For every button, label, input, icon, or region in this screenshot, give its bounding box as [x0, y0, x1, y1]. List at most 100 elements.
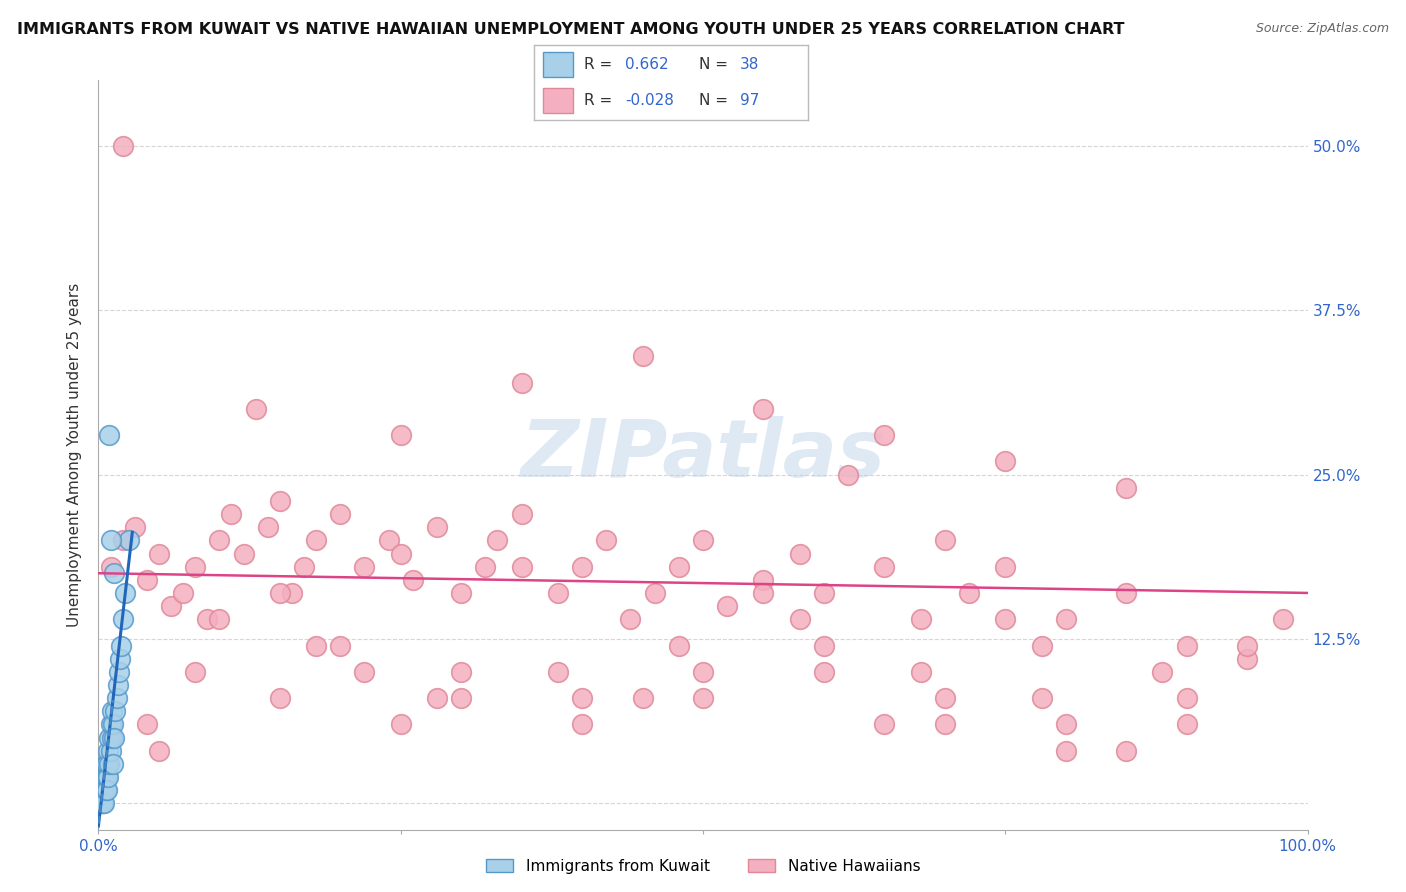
- Text: 0.662: 0.662: [624, 57, 668, 72]
- Point: [1031, 691, 1053, 706]
- Point: [873, 717, 896, 731]
- Point: [91, 797, 114, 811]
- Point: [716, 599, 738, 613]
- Point: [329, 507, 352, 521]
- Text: 97: 97: [740, 93, 759, 108]
- Point: [934, 717, 956, 731]
- Point: [91, 770, 114, 784]
- Point: [94, 770, 117, 784]
- Point: [1054, 612, 1077, 626]
- Point: [474, 559, 496, 574]
- Point: [752, 586, 775, 600]
- Point: [232, 547, 254, 561]
- Point: [108, 665, 131, 679]
- Point: [107, 678, 129, 692]
- Point: [104, 704, 127, 718]
- Point: [402, 573, 425, 587]
- Point: [103, 566, 125, 581]
- Text: 38: 38: [740, 57, 759, 72]
- Point: [124, 520, 146, 534]
- Point: [184, 665, 207, 679]
- Point: [93, 783, 115, 797]
- Point: [100, 559, 122, 574]
- Point: [108, 651, 131, 665]
- Point: [837, 467, 859, 482]
- Point: [98, 756, 121, 771]
- Point: [1152, 665, 1174, 679]
- Point: [292, 559, 315, 574]
- Point: [91, 797, 114, 811]
- Point: [94, 756, 117, 771]
- Point: [93, 797, 115, 811]
- Point: [692, 665, 714, 679]
- Point: [692, 691, 714, 706]
- Point: [619, 612, 641, 626]
- Point: [97, 770, 120, 784]
- Point: [789, 612, 811, 626]
- Point: [100, 704, 122, 718]
- Point: [994, 559, 1017, 574]
- Point: [114, 586, 136, 600]
- Point: [1115, 481, 1137, 495]
- Point: [305, 639, 328, 653]
- Point: [305, 533, 328, 548]
- Point: [184, 559, 207, 574]
- Point: [873, 428, 896, 442]
- Point: [208, 533, 231, 548]
- Point: [269, 691, 291, 706]
- Point: [934, 691, 956, 706]
- Point: [571, 691, 593, 706]
- Point: [100, 744, 122, 758]
- Point: [1115, 586, 1137, 600]
- Legend: Immigrants from Kuwait, Native Hawaiians: Immigrants from Kuwait, Native Hawaiians: [479, 853, 927, 880]
- Point: [90, 797, 112, 811]
- Point: [93, 770, 115, 784]
- Text: ZIPatlas: ZIPatlas: [520, 416, 886, 494]
- Point: [101, 717, 124, 731]
- Point: [96, 770, 118, 784]
- Point: [172, 586, 194, 600]
- Point: [118, 533, 141, 548]
- Point: [160, 599, 183, 613]
- Point: [111, 139, 134, 153]
- Point: [91, 783, 114, 797]
- Point: [813, 639, 835, 653]
- Point: [1115, 744, 1137, 758]
- Point: [135, 573, 157, 587]
- Point: [1031, 639, 1053, 653]
- Point: [631, 349, 654, 363]
- Point: [281, 586, 304, 600]
- Point: [1175, 639, 1198, 653]
- Point: [426, 691, 449, 706]
- Point: [510, 376, 533, 390]
- Point: [957, 586, 980, 600]
- FancyBboxPatch shape: [543, 52, 572, 78]
- Point: [547, 586, 569, 600]
- Text: IMMIGRANTS FROM KUWAIT VS NATIVE HAWAIIAN UNEMPLOYMENT AMONG YOUTH UNDER 25 YEAR: IMMIGRANTS FROM KUWAIT VS NATIVE HAWAIIA…: [17, 22, 1125, 37]
- Text: Source: ZipAtlas.com: Source: ZipAtlas.com: [1256, 22, 1389, 36]
- Point: [135, 717, 157, 731]
- Point: [571, 559, 593, 574]
- FancyBboxPatch shape: [543, 87, 572, 112]
- Point: [91, 783, 114, 797]
- Point: [910, 612, 932, 626]
- Point: [269, 586, 291, 600]
- Point: [111, 533, 134, 548]
- Point: [450, 665, 472, 679]
- Point: [208, 612, 231, 626]
- Point: [450, 691, 472, 706]
- Point: [813, 586, 835, 600]
- Point: [101, 756, 124, 771]
- Point: [1236, 639, 1258, 653]
- Point: [94, 783, 117, 797]
- Point: [353, 559, 375, 574]
- Point: [110, 639, 132, 653]
- Point: [789, 547, 811, 561]
- Point: [103, 731, 125, 745]
- Point: [221, 507, 243, 521]
- Point: [100, 533, 122, 548]
- Point: [148, 744, 170, 758]
- Point: [426, 520, 449, 534]
- Point: [353, 665, 375, 679]
- Y-axis label: Unemployment Among Youth under 25 years: Unemployment Among Youth under 25 years: [67, 283, 83, 627]
